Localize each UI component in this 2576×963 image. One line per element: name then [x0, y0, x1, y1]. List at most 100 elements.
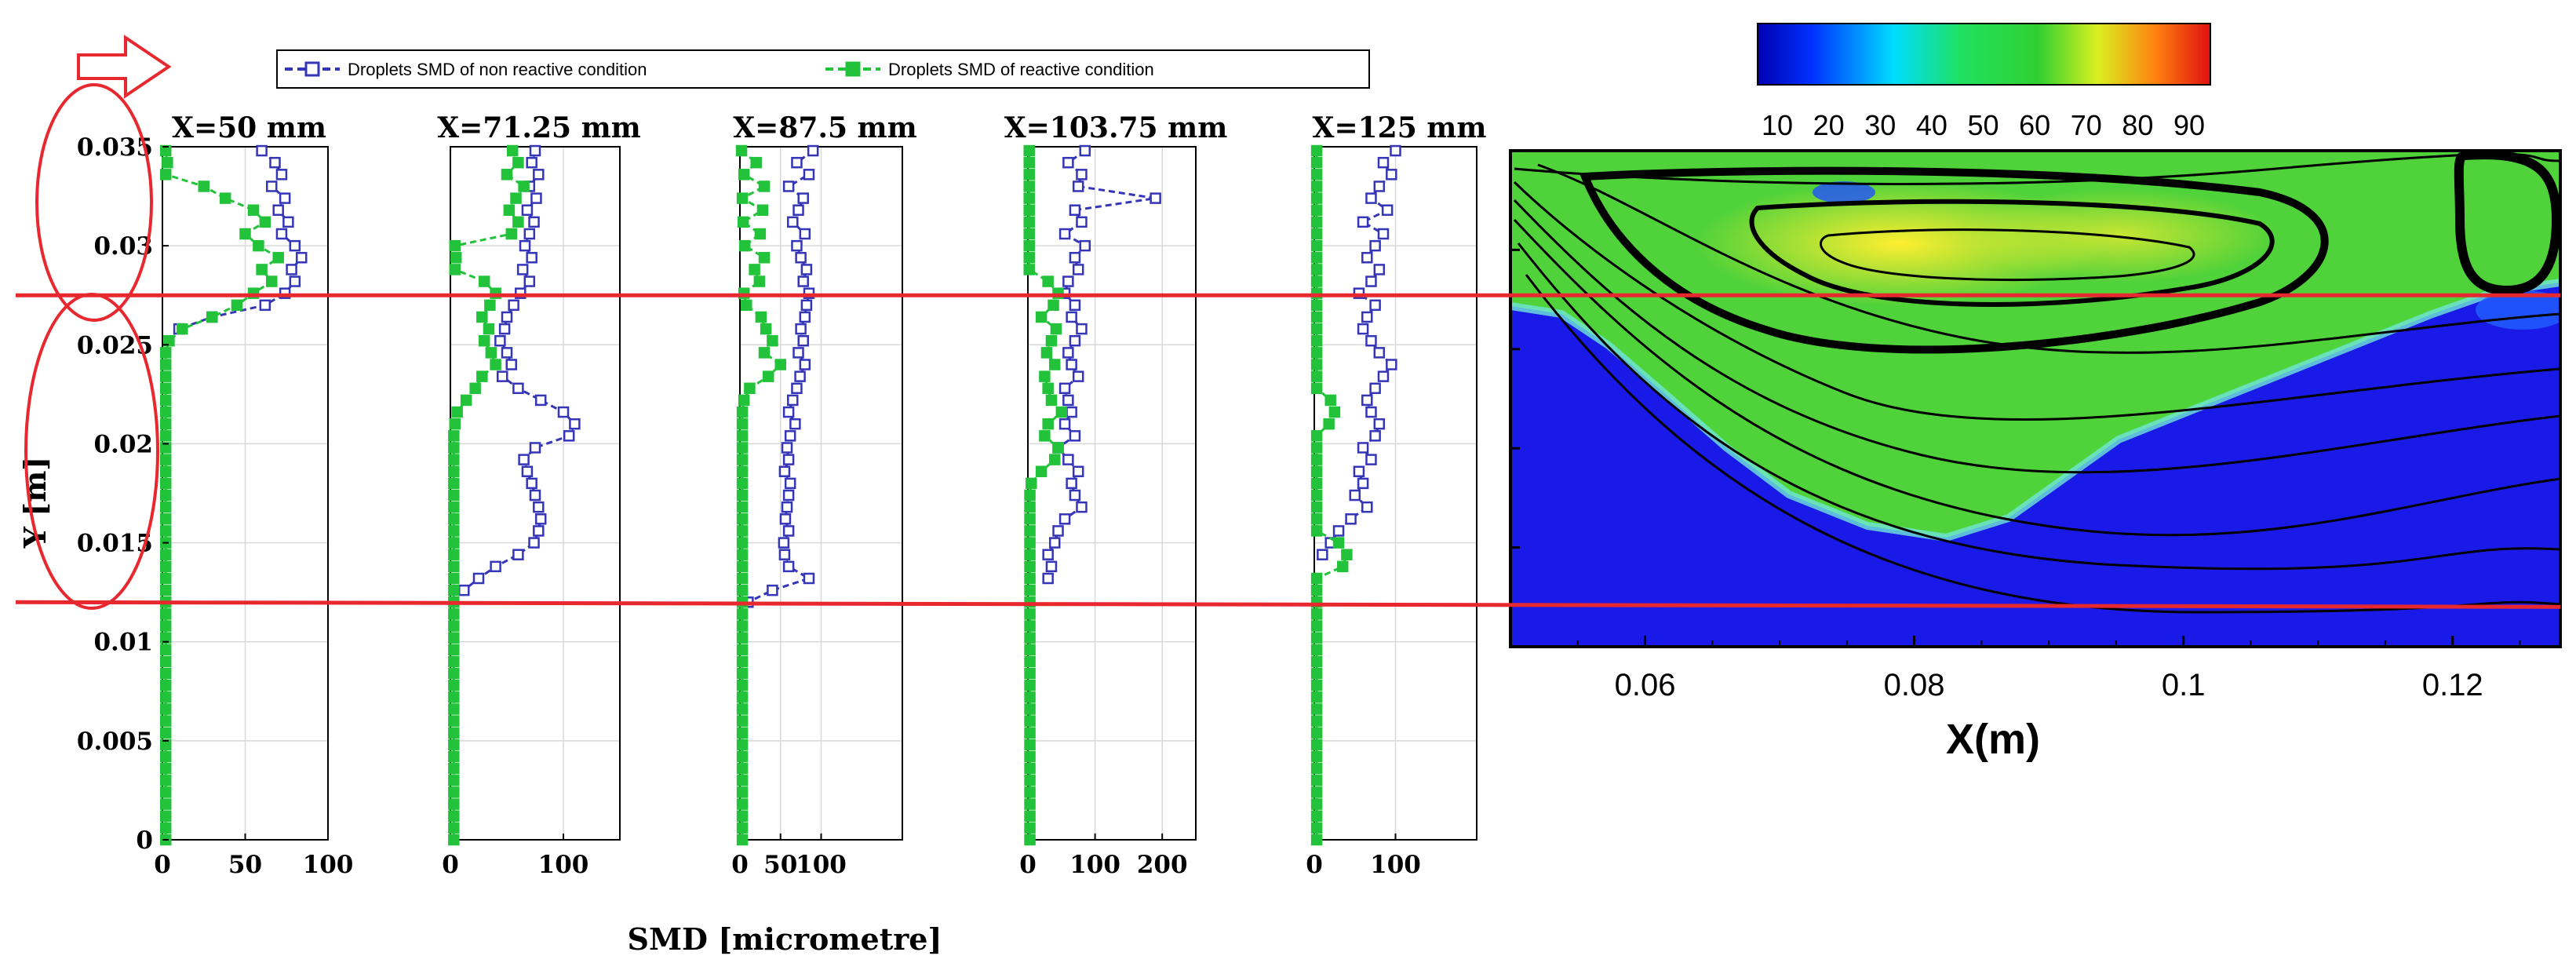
reactive-point: [159, 715, 172, 727]
non-reactive-point: [1345, 513, 1357, 525]
non-reactive-point: [1357, 442, 1369, 454]
contour-field-panel: 0.06 0.08 0.1 0.12 X(m): [1509, 149, 2562, 763]
reactive-point: [758, 347, 771, 359]
non-reactive-point: [569, 418, 581, 430]
non-reactive-point: [505, 359, 518, 370]
non-reactive-point: [1069, 252, 1081, 264]
non-reactive-point: [1365, 192, 1377, 204]
non-reactive-point: [1042, 572, 1054, 585]
reactive-point: [448, 537, 460, 549]
reactive-point: [1332, 537, 1345, 549]
reactive-point: [159, 584, 172, 596]
non-reactive-point: [1150, 192, 1161, 204]
reactive-point: [1024, 679, 1036, 691]
reactive-point: [448, 691, 460, 703]
reactive-point: [448, 786, 460, 798]
reactive-point: [1310, 144, 1323, 157]
non-reactive-point: [526, 252, 537, 264]
reactive-point: [484, 299, 496, 312]
reactive-point: [490, 359, 501, 370]
reactive-point: [159, 679, 172, 691]
non-reactive-point: [795, 323, 807, 335]
reactive-point: [1024, 667, 1036, 680]
reactive-point: [1024, 489, 1036, 502]
reactive-point: [159, 822, 172, 834]
reactive-point: [1035, 465, 1048, 477]
reactive-point: [1024, 655, 1036, 668]
reactive-point: [736, 632, 749, 644]
non-reactive-point: [799, 311, 811, 323]
reactive-point: [1310, 644, 1323, 656]
reactive-point: [448, 442, 460, 454]
reactive-point: [1042, 382, 1054, 395]
reactive-point: [736, 418, 749, 430]
reactive-point: [159, 727, 172, 739]
x-tick-label: 100: [303, 851, 354, 879]
non-reactive-point: [1069, 204, 1081, 216]
reactive-point: [736, 655, 749, 668]
reactive-point: [1310, 727, 1323, 739]
reactive-point: [738, 239, 751, 252]
profile-panel-5: X=125 mm 0 100: [1306, 111, 1486, 879]
non-reactive-point: [782, 489, 795, 502]
non-reactive-point: [1349, 489, 1361, 502]
reactive-point: [1310, 252, 1323, 264]
reactive-point: [159, 655, 172, 668]
non-reactive-point: [1377, 370, 1390, 382]
panel-title: X=125 mm: [1313, 111, 1487, 144]
reactive-point: [736, 477, 749, 490]
non-reactive-point: [259, 299, 271, 312]
non-reactive-point: [528, 537, 540, 549]
reactive-point: [448, 608, 460, 620]
reactive-point: [736, 525, 749, 537]
colorbar-tick-label: 10: [1762, 109, 1793, 141]
upper-region-ellipse: [35, 83, 153, 322]
reactive-point: [1040, 347, 1053, 359]
reactive-point: [448, 667, 460, 680]
reactive-point: [448, 655, 460, 668]
reactive-point: [1310, 299, 1323, 312]
non-reactive-point: [1072, 264, 1084, 275]
contour-x-tick-label: 0.12: [2422, 668, 2483, 702]
legend-box: [276, 49, 1370, 89]
non-reactive-point: [1373, 264, 1386, 275]
reactive-point: [448, 762, 460, 775]
non-reactive-point: [519, 239, 531, 252]
non-reactive-point: [1072, 370, 1084, 382]
non-reactive-point: [1357, 216, 1369, 228]
reactive-point: [1048, 299, 1059, 312]
non-reactive-point: [472, 572, 485, 585]
non-reactive-point: [529, 489, 541, 502]
reactive-point: [736, 798, 749, 810]
non-reactive-point: [1062, 275, 1074, 287]
non-reactive-point: [521, 204, 534, 216]
non-reactive-point: [800, 299, 813, 312]
reactive-point: [159, 394, 172, 407]
reactive-point: [483, 323, 495, 335]
non-reactive-point: [1058, 418, 1071, 430]
non-reactive-point: [1377, 156, 1390, 169]
reactive-point: [448, 584, 460, 596]
reactive-point: [219, 192, 231, 204]
panel-title: X=71.25 mm: [437, 111, 641, 144]
reactive-point: [736, 691, 749, 703]
non-reactive-point: [1042, 549, 1054, 560]
non-reactive-point: [1069, 489, 1081, 502]
reactive-point: [1024, 584, 1036, 596]
reactive-point: [448, 477, 460, 490]
reactive-point: [448, 454, 460, 465]
non-reactive-point: [1361, 501, 1373, 513]
non-reactive-point: [529, 144, 541, 157]
reactive-point: [736, 572, 749, 585]
reactive-point: [1310, 762, 1323, 775]
reactive-point: [159, 560, 172, 573]
non-reactive-point: [1353, 465, 1365, 477]
corner-vortex: [2454, 151, 2560, 296]
non-reactive-point: [1058, 513, 1071, 525]
non-reactive-point: [1066, 477, 1077, 490]
reactive-point: [1023, 228, 1035, 240]
reactive-point: [448, 465, 460, 477]
reactive-point: [1024, 775, 1036, 786]
reactive-point: [736, 537, 749, 549]
